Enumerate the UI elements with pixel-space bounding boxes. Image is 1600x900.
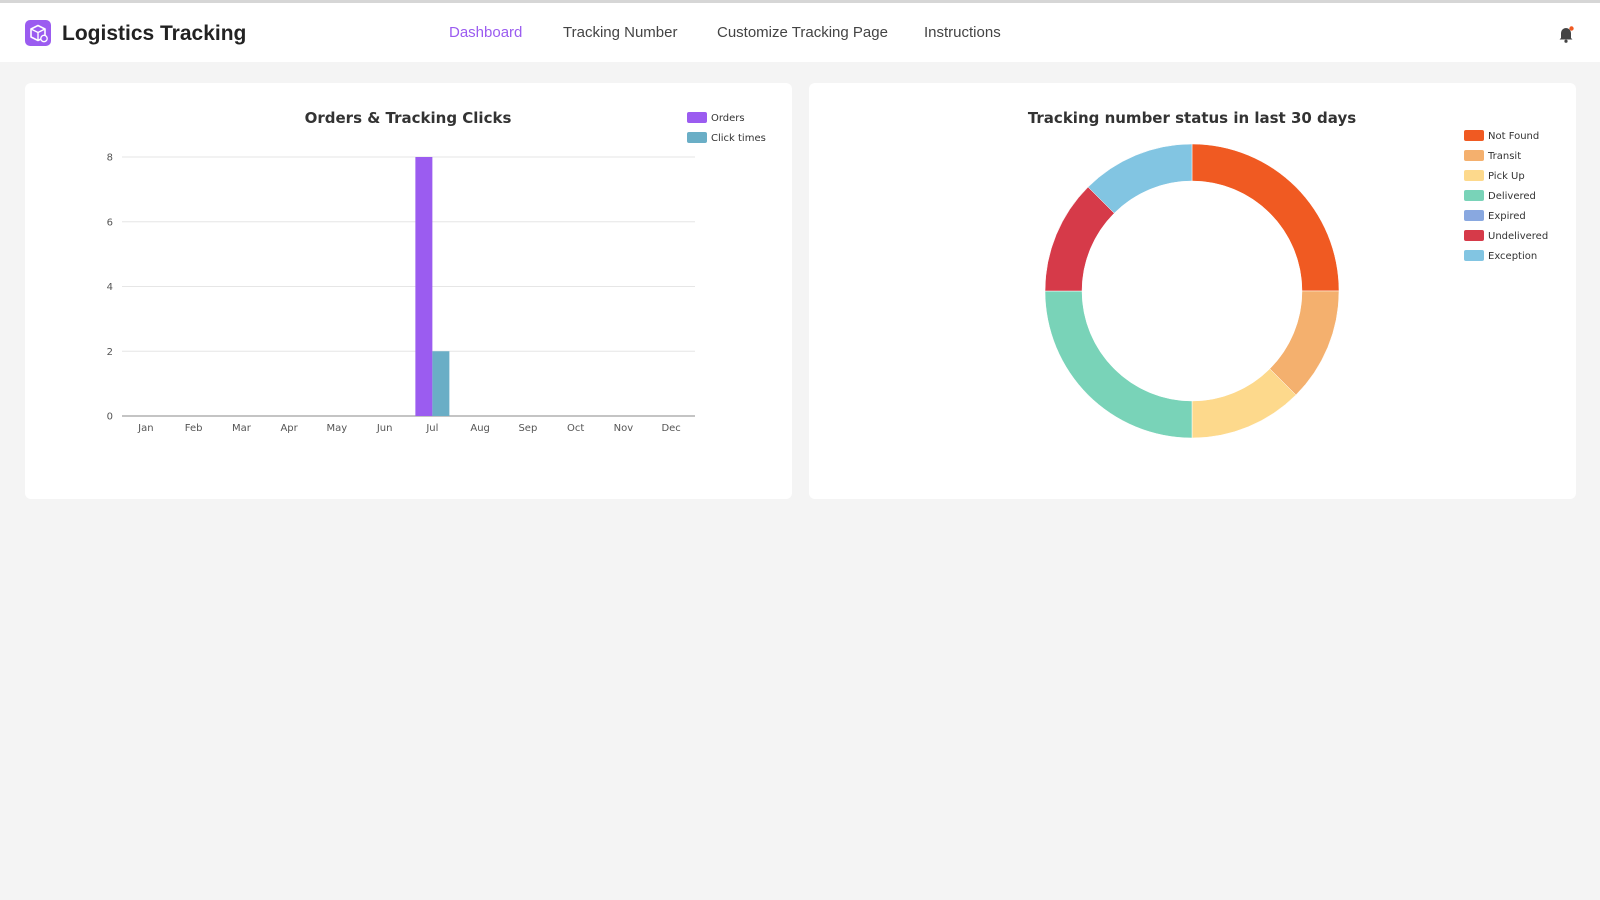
- x-tick-label: May: [327, 423, 348, 434]
- x-tick-label: Jun: [376, 423, 393, 434]
- legend-swatch: [1464, 190, 1484, 201]
- chart-title: Orders & Tracking Clicks: [305, 109, 512, 127]
- app-title: Logistics Tracking: [62, 22, 247, 45]
- donut-slice-pick-up: [1191, 368, 1297, 439]
- orders-clicks-bar-chart: Orders & Tracking Clicks 0 2 4 6 8 Jan Feb Mar Ap…: [107, 109, 766, 434]
- legend-label: Expired: [1488, 211, 1526, 222]
- nav-tracking-number[interactable]: Tracking Number: [563, 24, 678, 41]
- legend-swatch: [1464, 150, 1484, 161]
- y-tick-label: 2: [107, 347, 113, 358]
- y-tick-label: 0: [107, 412, 113, 423]
- legend-swatch: [1464, 250, 1484, 261]
- donut-slice-exception: [1087, 143, 1193, 214]
- legend-label: Click times: [711, 133, 766, 144]
- status-chart-card: Tracking number status in last 30 days No…: [809, 83, 1576, 499]
- x-tick-label: Nov: [614, 423, 634, 434]
- legend-swatch: [687, 112, 707, 123]
- donut-slice-not-found: [1191, 143, 1340, 292]
- y-tick-label: 4: [107, 282, 113, 293]
- bar-orders: [415, 157, 433, 416]
- legend-label: Pick Up: [1488, 171, 1525, 182]
- orders-chart-card: Orders & Tracking Clicks 0 2 4 6 8 Jan Feb Mar Ap…: [25, 83, 792, 499]
- legend-swatch: [1464, 130, 1484, 141]
- nav-customize-tracking-page[interactable]: Customize Tracking Page: [717, 24, 888, 41]
- legend-label: Orders: [711, 113, 745, 124]
- y-tick-label: 8: [107, 153, 113, 164]
- y-tick-label: 6: [107, 217, 113, 228]
- window-top-border: [0, 0, 1600, 3]
- nav-instructions[interactable]: Instructions: [924, 24, 1001, 41]
- x-tick-label: Apr: [280, 423, 298, 434]
- x-tick-label: Oct: [567, 423, 584, 434]
- legend-swatch: [687, 132, 707, 143]
- legend-label: Transit: [1487, 151, 1521, 162]
- x-tick-label: Jan: [137, 423, 153, 434]
- nav-dashboard[interactable]: Dashboard: [449, 24, 523, 41]
- bar-click-times: [432, 351, 450, 416]
- x-tick-label: Sep: [518, 423, 537, 434]
- tracking-status-donut-chart: Tracking number status in last 30 days No…: [1028, 109, 1548, 439]
- package-icon: [25, 20, 51, 46]
- x-tick-label: Dec: [661, 423, 680, 434]
- top-header: Logistics Tracking Dashboard Tracking Nu…: [0, 3, 1600, 62]
- bell-icon[interactable]: [1555, 23, 1577, 45]
- x-tick-label: Feb: [185, 423, 203, 434]
- legend-label: Delivered: [1488, 191, 1536, 202]
- legend-label: Not Found: [1488, 131, 1539, 142]
- donut-slice-delivered: [1044, 290, 1193, 439]
- x-tick-label: Jul: [425, 423, 438, 434]
- legend-swatch: [1464, 230, 1484, 241]
- legend-swatch: [1464, 210, 1484, 221]
- x-tick-label: Mar: [232, 423, 252, 434]
- legend-label: Undelivered: [1488, 231, 1548, 242]
- x-tick-label: Aug: [470, 423, 490, 434]
- legend-label: Exception: [1488, 251, 1537, 262]
- legend-swatch: [1464, 170, 1484, 181]
- chart-title: Tracking number status in last 30 days: [1028, 109, 1356, 127]
